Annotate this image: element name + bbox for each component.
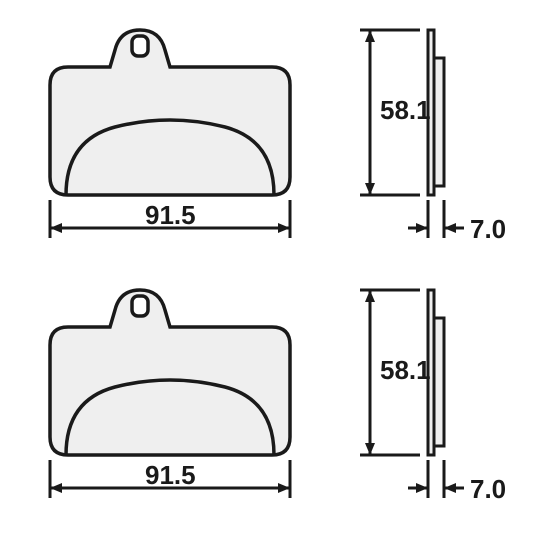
- top-height-label: 58.1: [380, 95, 431, 126]
- top-width-label: 91.5: [145, 200, 196, 231]
- diagram-svg: [0, 0, 533, 541]
- bottom-width-label: 91.5: [145, 460, 196, 491]
- bottom-thickness-label: 7.0: [470, 474, 506, 505]
- top-thickness-label: 7.0: [470, 214, 506, 245]
- bottom-height-label: 58.1: [380, 355, 431, 386]
- brake-pad-dimension-diagram: 58.1 91.5 7.0 58.1 91.5 7.0: [0, 0, 533, 541]
